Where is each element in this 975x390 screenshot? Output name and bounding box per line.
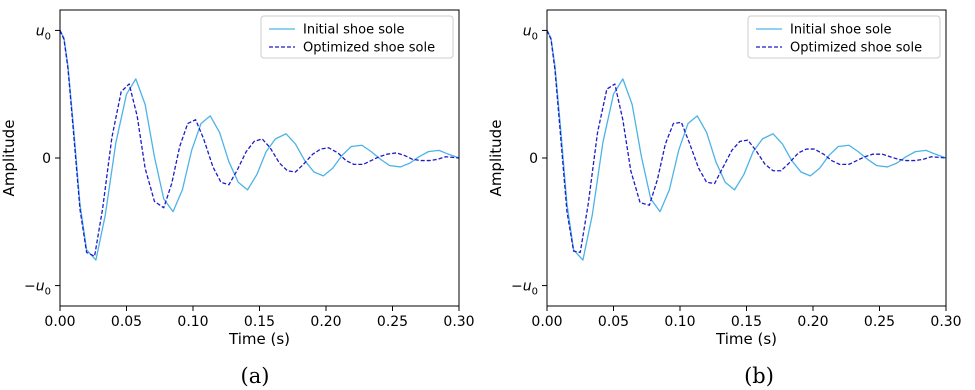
x-tick-label: 0.05 xyxy=(111,314,142,330)
x-tick-label: 0.25 xyxy=(377,314,408,330)
legend-box xyxy=(260,15,454,59)
legend-box xyxy=(747,15,941,59)
legend-label-initial: Initial shoe sole xyxy=(790,23,892,38)
x-axis-label: Time (s) xyxy=(228,330,290,348)
x-tick-label: 0.10 xyxy=(664,314,695,330)
y-tick-label: −u0 xyxy=(511,279,538,298)
legend: Initial shoe sole Optimized shoe sole xyxy=(747,15,941,59)
x-tick-label: 0.15 xyxy=(244,314,275,330)
y-axis-label: Amplitude xyxy=(487,120,505,197)
y-tick-label: u0 xyxy=(36,23,51,42)
x-tick-label: 0.05 xyxy=(598,314,629,330)
y-tick-label: u0 xyxy=(523,23,538,42)
x-tick-label: 0.15 xyxy=(731,314,762,330)
chart-panel-a: 0.00 0.05 0.10 0.15 0.20 0.25 0.30 u0 0 −u0 Time (… xyxy=(0,9,475,388)
panel-caption: (b) xyxy=(744,364,774,388)
legend: Initial shoe sole Optimized shoe sole xyxy=(260,15,454,59)
y-tick-label: −u0 xyxy=(24,279,51,298)
x-tick-label: 0.10 xyxy=(177,314,208,330)
y-axis-label: Amplitude xyxy=(0,120,18,197)
chart-panel-b: 0.00 0.05 0.10 0.15 0.20 0.25 0.30 u0 0 −u0 Time (… xyxy=(487,9,962,388)
legend-label-initial: Initial shoe sole xyxy=(303,23,405,38)
panel-caption: (a) xyxy=(241,364,270,388)
x-tick-label: 0.30 xyxy=(930,314,961,330)
series-line-initial xyxy=(60,30,459,261)
legend-label-optimized: Optimized shoe sole xyxy=(303,41,435,56)
x-tick-label: 0.20 xyxy=(797,314,828,330)
series-line-initial xyxy=(547,30,946,261)
x-tick-label: 0.00 xyxy=(44,314,75,330)
x-axis-label: Time (s) xyxy=(715,330,777,348)
legend-label-optimized: Optimized shoe sole xyxy=(790,41,922,56)
y-tick-label: 0 xyxy=(529,151,538,167)
x-tick-label: 0.20 xyxy=(310,314,341,330)
series-line-optimized xyxy=(547,30,946,254)
x-tick-label: 0.25 xyxy=(864,314,895,330)
series-line-optimized xyxy=(60,30,459,257)
x-tick-label: 0.30 xyxy=(443,314,474,330)
x-tick-label: 0.00 xyxy=(531,314,562,330)
y-tick-label: 0 xyxy=(42,151,51,167)
